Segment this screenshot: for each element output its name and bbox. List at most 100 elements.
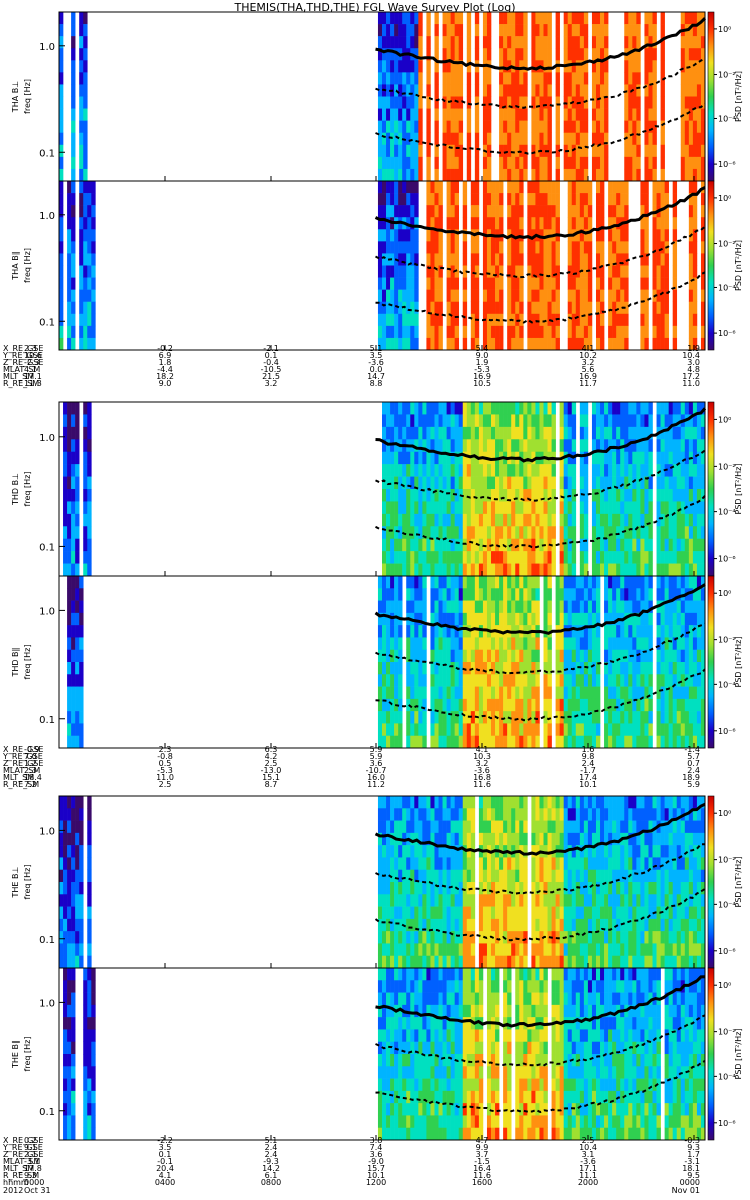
spectrogram-cell — [628, 36, 633, 49]
spectrogram-cell — [75, 551, 80, 564]
spectrogram-cell — [531, 538, 536, 552]
spectrogram-cell — [644, 229, 649, 242]
spectrogram-cell — [390, 501, 395, 515]
spectrogram-cell — [531, 513, 536, 527]
spectrogram-cell — [591, 625, 597, 638]
spectrogram-cell — [515, 674, 520, 687]
spectrogram-cell — [579, 637, 585, 651]
spectrogram-cell — [442, 808, 447, 821]
spectrogram-cell — [543, 217, 548, 230]
spectrogram-cell — [692, 600, 698, 614]
spectrogram-cell — [390, 662, 395, 675]
spectrogram-cell — [495, 698, 500, 712]
spectrogram-cell — [567, 674, 573, 687]
spectrogram-cell — [386, 72, 391, 85]
spectrogram-cell — [446, 489, 451, 502]
colorbar-tick-label: 10⁰ — [718, 25, 731, 34]
spectrogram-cell — [575, 229, 581, 242]
spectrogram-cell — [684, 686, 690, 700]
spectrogram-cell — [567, 686, 573, 700]
spectrogram-cell — [547, 253, 552, 266]
spectrogram-cell — [75, 698, 80, 712]
spectrogram-cell — [620, 588, 625, 601]
spectrogram-cell — [551, 476, 556, 490]
spectrogram-cell — [547, 723, 552, 737]
spectrogram-cell — [446, 12, 451, 25]
spectrogram-cell — [563, 918, 569, 932]
spectrogram-cell — [434, 426, 439, 440]
spectrogram-cell — [688, 48, 694, 61]
spectrogram-cell — [83, 402, 88, 415]
spectrogram-cell — [640, 501, 645, 515]
spectrogram-cell — [418, 674, 423, 687]
spectrogram-cell — [700, 735, 706, 749]
spectrogram-cell — [458, 625, 464, 638]
spectrogram-cell — [595, 402, 601, 415]
spectrogram-cell — [652, 277, 657, 290]
spectrogram-cell — [604, 48, 609, 61]
spectrogram-cell — [531, 637, 536, 651]
spectrogram-cell — [418, 796, 423, 809]
spectrogram-cell — [676, 637, 682, 651]
spectrogram-cell — [422, 414, 427, 428]
spectrogram-cell — [382, 918, 387, 932]
spectrogram-cell — [628, 156, 633, 170]
spectrogram-cell — [83, 439, 88, 453]
spectrogram-cell — [79, 686, 84, 700]
spectrogram-cell — [688, 426, 694, 440]
spectrogram-cell — [474, 205, 480, 218]
spectrogram-cell — [535, 698, 540, 712]
spectrogram-cell — [652, 84, 657, 97]
gyrofrequency-lines — [374, 583, 706, 722]
spectrogram-cell — [83, 205, 88, 218]
spectrogram-cell — [583, 96, 589, 109]
spectrogram-cell — [624, 108, 629, 121]
spectrogram-cell — [612, 205, 617, 218]
spectrogram-cell — [75, 612, 80, 626]
spectrogram-cell — [377, 955, 383, 969]
spectrogram-cell — [398, 476, 403, 490]
spectrogram-cell — [402, 84, 407, 97]
spectrogram-cell — [624, 513, 629, 527]
spectrogram-cell — [495, 513, 500, 527]
spectrogram-cell — [402, 289, 407, 303]
spectrogram-cell — [398, 36, 403, 49]
spectrogram-cell — [59, 193, 64, 206]
spectrogram-cell — [418, 931, 423, 944]
spectrogram-cell — [648, 686, 653, 700]
spectrogram-cell — [499, 698, 504, 712]
spectrogram-cell — [446, 36, 451, 49]
spectrogram-cell — [438, 241, 443, 254]
spectrogram-cell — [563, 132, 569, 146]
spectrogram-cell — [636, 72, 641, 85]
spectrogram-cell — [575, 943, 581, 957]
spectrogram-cell — [390, 882, 395, 895]
spectrogram-cell — [71, 426, 76, 440]
spectrogram-cell — [410, 820, 415, 834]
spectrogram-cell — [656, 588, 661, 601]
spectrogram-cell — [406, 513, 411, 527]
spectrogram-cell — [446, 168, 451, 182]
spectrogram-cell — [87, 931, 92, 944]
spectrogram-cell — [59, 72, 64, 85]
spectrogram-cell — [394, 686, 399, 700]
spectrogram-cell — [442, 698, 447, 712]
spectrogram-cell — [535, 217, 540, 230]
spectrogram-cell — [390, 637, 395, 651]
spectrogram-cell — [515, 72, 520, 85]
spectrogram-cell — [426, 253, 431, 266]
spectrogram-cell — [426, 476, 431, 490]
spectrogram-cell — [700, 563, 706, 577]
spectrogram-cell — [595, 600, 601, 614]
spectrogram-cell — [394, 265, 399, 278]
spectrogram-cell — [75, 501, 80, 515]
spectrogram-cell — [491, 265, 496, 278]
spectrogram-cell — [600, 60, 605, 73]
spectrogram-cell — [503, 538, 508, 552]
spectrogram-cell — [672, 637, 678, 651]
spectrogram-cell — [628, 551, 633, 564]
spectrogram-cell — [616, 698, 621, 712]
spectrogram-cell — [543, 576, 548, 589]
